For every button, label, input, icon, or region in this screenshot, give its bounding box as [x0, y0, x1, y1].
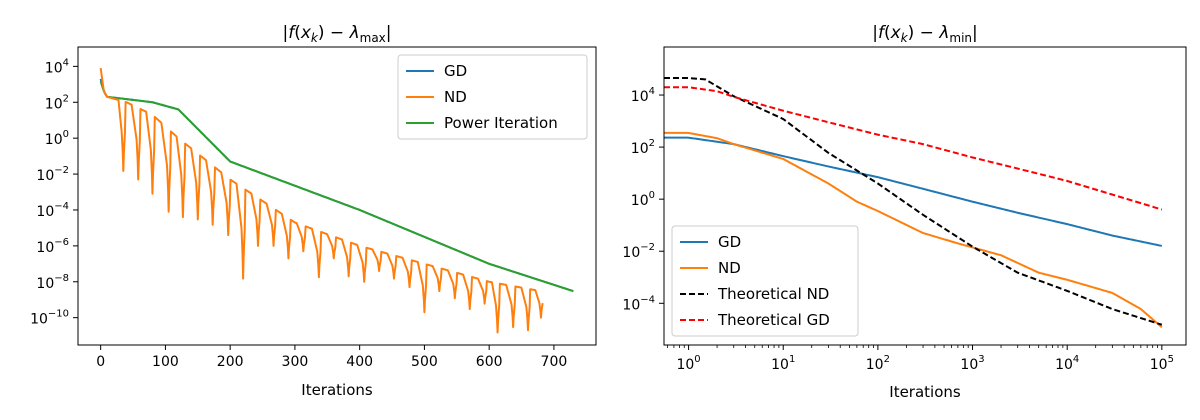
- x-tick-label: 700: [541, 354, 568, 370]
- series-line-power-iteration: [99, 80, 574, 293]
- x-tick-label: 101: [771, 354, 795, 373]
- legend-label: Theoretical GD: [717, 311, 830, 329]
- series-line-nd: [664, 131, 1163, 329]
- y-tick-label: 10−2: [36, 165, 69, 184]
- right-plot: 100 101 102 103 104 105 104 102 100 10−2 10−4 |f(xk…: [622, 23, 1187, 401]
- y-tick-label: 10−6: [36, 237, 69, 256]
- x-tick-label: 103: [960, 354, 984, 373]
- x-tick-label: 100: [152, 354, 179, 370]
- y-tick-label: 10−4: [622, 294, 655, 313]
- x-tick-label: 104: [1055, 354, 1079, 373]
- x-tick-label: 300: [282, 354, 309, 370]
- y-tick-label: 102: [631, 138, 655, 157]
- legend-label: GD: [444, 62, 467, 80]
- y-tick-label: 100: [45, 129, 69, 148]
- axes-frame: [663, 46, 1187, 346]
- y-tick-label: 10−8: [36, 273, 69, 292]
- y-tick-label: 104: [631, 86, 655, 105]
- x-tick-label: 200: [217, 354, 244, 370]
- series-line-theoretical-gd: [664, 86, 1163, 211]
- x-tick-label: 102: [866, 354, 890, 373]
- legend-label: GD: [718, 233, 741, 251]
- x-tick-label: 600: [476, 354, 503, 370]
- x-axis-label: Iterations: [889, 383, 961, 401]
- legend-label: ND: [444, 88, 467, 106]
- legend-label: Power Iteration: [444, 114, 558, 132]
- x-tick-label: 500: [411, 354, 438, 370]
- x-tick-label: 105: [1150, 354, 1174, 373]
- legend-label: Theoretical ND: [717, 285, 829, 303]
- legend-label: ND: [718, 259, 741, 277]
- left-plot: 0 100 200 300 400 500 600 700 104 102 100 10−2 10−4 1…: [30, 23, 597, 399]
- x-tick-label: 0: [96, 354, 105, 370]
- chart-title: |f(xk) − λmin|: [872, 23, 978, 45]
- x-tick-label: 100: [676, 354, 700, 373]
- chart-title: |f(xk) − λmax|: [282, 23, 391, 45]
- x-tick-label: 400: [346, 354, 373, 370]
- legend: [397, 54, 588, 140]
- y-tick-label: 10−10: [30, 309, 69, 328]
- x-axis-label: Iterations: [301, 381, 373, 399]
- y-tick-label: 100: [631, 190, 655, 209]
- y-tick-label: 10−4: [36, 201, 69, 220]
- y-tick-label: 104: [45, 57, 69, 76]
- y-tick-label: 10−2: [622, 242, 655, 261]
- axes-frame: [77, 46, 597, 346]
- legend: [671, 225, 859, 337]
- series-line-nd: [99, 67, 544, 334]
- y-tick-label: 102: [45, 93, 69, 112]
